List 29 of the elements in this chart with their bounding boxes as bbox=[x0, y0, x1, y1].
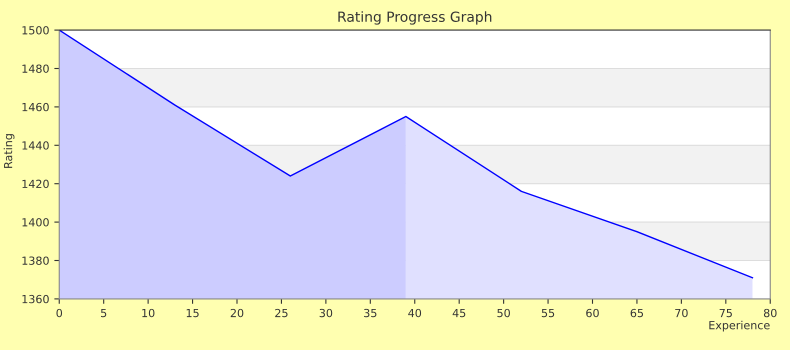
y-tick-label: 1460 bbox=[22, 102, 49, 112]
y-tick-label: 1500 bbox=[22, 26, 49, 34]
x-tick-label: 65 bbox=[630, 308, 644, 318]
x-tick-label: 55 bbox=[542, 308, 554, 318]
x-tick-label: 45 bbox=[452, 308, 466, 318]
y-tick-label: 1480 bbox=[22, 64, 49, 73]
x-tick-label: 60 bbox=[586, 308, 599, 318]
x-tick-label: 30 bbox=[320, 308, 332, 318]
y-tick-label: 1380 bbox=[22, 256, 49, 265]
y-tick-label: 1360 bbox=[22, 294, 49, 304]
x-tick-label: 10 bbox=[142, 308, 154, 318]
x-tick-label: 75 bbox=[720, 308, 732, 318]
x-tick-label: 80 bbox=[764, 308, 777, 318]
x-tick-label: 40 bbox=[408, 308, 422, 318]
y-tick-label: 1440 bbox=[22, 141, 49, 150]
x-tick-label: 20 bbox=[230, 308, 244, 318]
x-axis-title: Experience bbox=[709, 320, 770, 332]
x-tick-label: 0 bbox=[56, 308, 62, 318]
y-tick-label: 1400 bbox=[22, 218, 49, 226]
x-tick-label: 70 bbox=[675, 308, 688, 318]
chart-title: Rating Progress Graph bbox=[338, 11, 492, 25]
line-series bbox=[59, 30, 754, 278]
x-tick-label: 5 bbox=[101, 308, 106, 318]
y-axis-title: Rating bbox=[4, 134, 14, 168]
x-tick-label: 15 bbox=[186, 308, 199, 318]
y-tick-label: 1420 bbox=[22, 180, 49, 188]
x-tick-label: 35 bbox=[364, 308, 376, 318]
x-tick-label: 50 bbox=[497, 308, 510, 318]
x-tick-label: 25 bbox=[275, 308, 288, 318]
